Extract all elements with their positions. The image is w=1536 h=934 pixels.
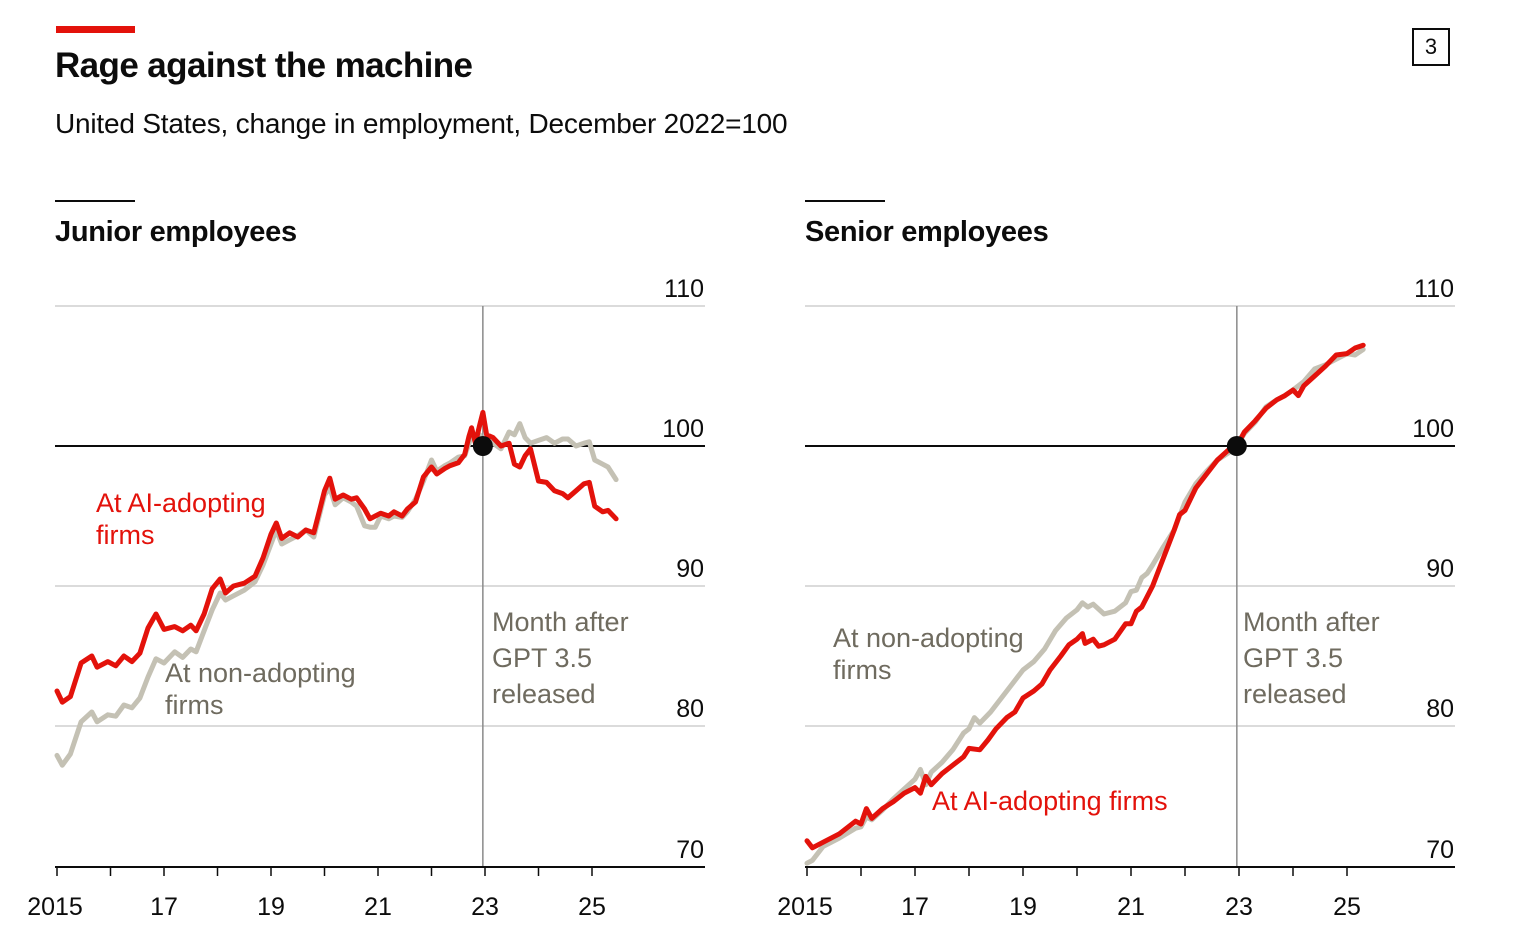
y-tick-label: 70 <box>676 836 704 864</box>
gpt-release-label: released <box>492 679 596 709</box>
gpt-release-label: released <box>1243 679 1347 709</box>
x-tick-label: 23 <box>1225 893 1253 921</box>
junior-panel: Junior employees 70 80 90 100 110 2015 17 19 21 2… <box>27 200 705 921</box>
y-tick-label: 110 <box>664 275 704 303</box>
x-tick-label: 19 <box>1009 893 1037 921</box>
x-tick-label: 19 <box>257 893 285 921</box>
y-tick-label: 80 <box>1426 695 1454 723</box>
series-label-ai-adopting: At AI-adopting firms <box>932 786 1168 816</box>
gpt-release-label: GPT 3.5 <box>492 643 592 673</box>
gpt-release-label: Month after <box>1243 607 1380 637</box>
series-line-non-adopting <box>54 421 619 768</box>
y-tick-label: 90 <box>676 555 704 583</box>
y-tick-label: 80 <box>676 695 704 723</box>
brand-accent-bar <box>56 26 135 33</box>
x-tick-label: 2015 <box>27 893 83 921</box>
series-label-ai-adopting: At AI-adopting <box>96 488 266 518</box>
chart-subtitle: United States, change in employment, Dec… <box>55 108 788 139</box>
reference-point-dot <box>472 436 493 456</box>
series-label-non-adopting: firms <box>165 690 223 720</box>
reference-point-dot <box>1226 436 1247 456</box>
chart-number-badge: 3 <box>1412 28 1450 66</box>
x-tick-label: 23 <box>471 893 499 921</box>
x-tick-label: 17 <box>901 893 929 921</box>
gpt-release-label: Month after <box>492 607 629 637</box>
y-tick-label: 100 <box>662 415 704 443</box>
y-tick-label: 110 <box>1414 275 1454 303</box>
panel-title-senior: Senior employees <box>805 216 1048 248</box>
x-tick-label: 21 <box>1117 893 1145 921</box>
series-label-non-adopting: At non-adopting <box>833 623 1024 653</box>
y-tick-label: 90 <box>1426 555 1454 583</box>
y-tick-label: 70 <box>1426 836 1454 864</box>
x-tick-label: 2015 <box>777 893 833 921</box>
x-tick-label: 21 <box>364 893 392 921</box>
senior-panel: Senior employees 70 80 90 100 110 2015 17 19 21 2… <box>777 200 1455 921</box>
x-tick-label: 25 <box>578 893 606 921</box>
series-label-non-adopting: firms <box>833 655 891 685</box>
series-label-ai-adopting: firms <box>96 520 154 550</box>
series-line-ai-adopting <box>804 342 1366 851</box>
chart-title: Rage against the machine <box>55 46 473 85</box>
x-tick-label: 25 <box>1333 893 1361 921</box>
series-label-non-adopting: At non-adopting <box>165 658 356 688</box>
gpt-release-label: GPT 3.5 <box>1243 643 1343 673</box>
series-line-ai-adopting <box>54 409 619 705</box>
x-tick-label: 17 <box>150 893 178 921</box>
y-tick-label: 100 <box>1412 415 1454 443</box>
panel-title-junior: Junior employees <box>55 216 297 248</box>
